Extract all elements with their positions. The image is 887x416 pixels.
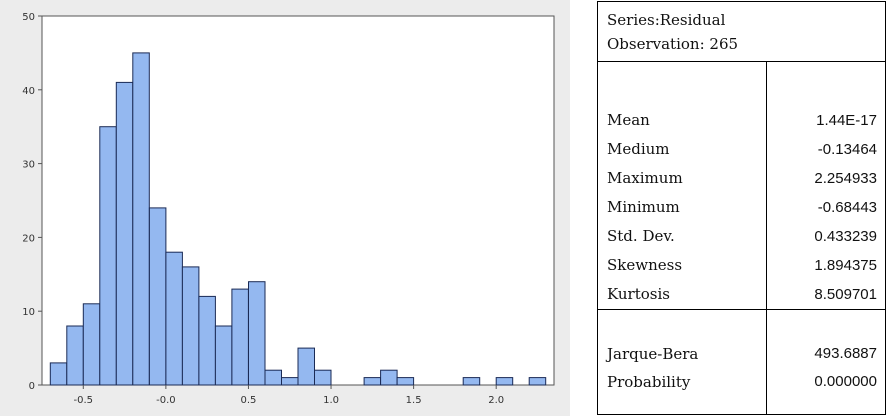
- histogram-bar-11: [231, 288, 249, 386]
- histogram-bar-0: [49, 362, 68, 386]
- histogram-bar-18: [380, 369, 398, 386]
- stat-label-skewness: Skewness: [607, 256, 683, 274]
- histogram-bar-4: [115, 81, 134, 386]
- histogram-bar-5: [132, 52, 150, 386]
- stat-value-minimum: -0.68443: [817, 199, 877, 216]
- histogram-bar-9: [198, 295, 216, 386]
- test-value-probability: 0.000000: [814, 373, 877, 390]
- x-tick-label-5: 2.0: [488, 395, 504, 406]
- histogram-bar-14: [281, 377, 299, 386]
- stat-label-maximum: Maximum: [607, 169, 683, 187]
- stat-label-median: Medium: [607, 140, 670, 158]
- histogram-bar-10: [214, 325, 233, 386]
- x-tick-label-0: -0.5: [74, 395, 94, 406]
- stat-label-minimum: Minimum: [607, 198, 680, 216]
- test-label-probability: Probability: [607, 373, 691, 391]
- descriptive-stats-table: Series:Residual Observation: 265 Mean Me…: [597, 1, 887, 415]
- y-tick-label-0: 0: [29, 381, 35, 392]
- y-tick-label-4: 40: [22, 86, 35, 97]
- stat-value-skewness: 1.894375: [814, 257, 877, 274]
- test-labels-cell: Jarque-Bera Probability: [597, 309, 767, 415]
- x-tick-label-2: 0.5: [240, 395, 256, 406]
- test-value-jarque-bera: 493.6887: [814, 345, 877, 362]
- test-label-jarque-bera: Jarque-Bera: [607, 345, 699, 363]
- stat-value-mean: 1.44E-17: [816, 112, 877, 129]
- stat-label-kurtosis: Kurtosis: [607, 285, 670, 303]
- y-tick-label-3: 30: [22, 160, 35, 171]
- histogram-bar-8: [181, 266, 200, 386]
- histogram-bar-12: [248, 281, 266, 386]
- histogram-bar-1: [66, 325, 84, 386]
- y-tick-label-2: 20: [22, 233, 35, 244]
- test-values-cell: 493.6887 0.000000: [765, 309, 887, 415]
- x-tick-label-3: 1.0: [323, 395, 339, 406]
- stat-label-std-dev: Std. Dev.: [607, 227, 675, 245]
- y-tick-label-1: 10: [22, 307, 35, 318]
- histogram-bar-2: [82, 303, 101, 386]
- stats-header-cell: Series:Residual Observation: 265: [597, 1, 886, 62]
- stat-label-mean: Mean: [607, 111, 650, 129]
- stat-value-median: -0.13464: [817, 141, 877, 158]
- x-tick-label-4: 1.5: [406, 395, 422, 406]
- observation-label: Observation: 265: [607, 35, 739, 53]
- stat-value-kurtosis: 8.509701: [814, 286, 877, 303]
- histogram-bar-21: [495, 377, 514, 386]
- histogram-bar-17: [363, 377, 382, 386]
- stat-value-maximum: 2.254933: [814, 170, 877, 187]
- stats-values-cell: 1.44E-17 -0.13464 2.254933 -0.68443 0.43…: [765, 61, 887, 310]
- histogram-bar-22: [528, 377, 547, 386]
- histogram-bar-19: [396, 377, 415, 386]
- histogram-bar-3: [99, 126, 117, 386]
- y-tick-label-5: 50: [22, 12, 35, 23]
- stat-value-std-dev: 0.433239: [814, 228, 877, 245]
- histogram-bar-20: [462, 377, 481, 386]
- histogram-bar-16: [314, 369, 332, 386]
- histogram-bar-7: [165, 251, 183, 386]
- stats-labels-cell: Mean Medium Maximum Minimum Std. Dev. Sk…: [597, 61, 767, 310]
- series-label: Series:Residual: [607, 11, 726, 29]
- histogram-bar-13: [264, 369, 282, 386]
- histogram-bar-15: [297, 347, 315, 386]
- residual-histogram: 0 10 20 30 40 50 -0.5 -0.0 0.5 1.0 1.5 2.0: [0, 0, 570, 416]
- histogram-bar-6: [148, 207, 167, 386]
- x-tick-label-1: -0.0: [156, 395, 176, 406]
- histogram-svg: 0 10 20 30 40 50 -0.5 -0.0 0.5 1.0 1.5 2.0: [0, 0, 570, 416]
